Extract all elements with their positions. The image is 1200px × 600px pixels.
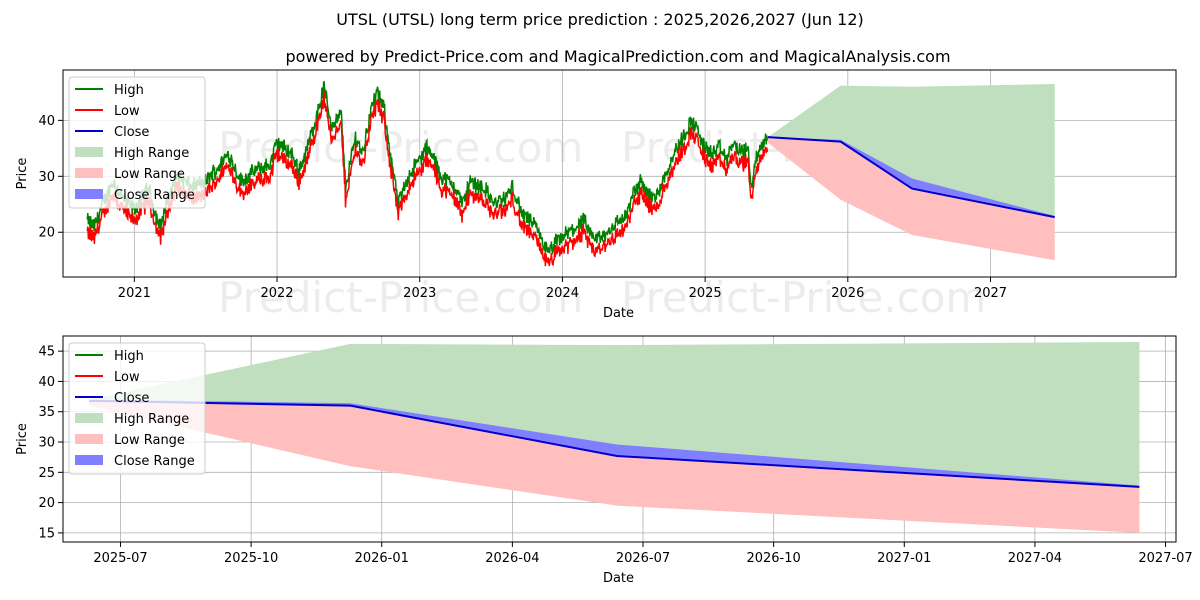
legend-label: Close <box>114 391 149 406</box>
x-tick-label: 2023 <box>403 286 436 301</box>
legend-patch-swatch <box>75 413 103 423</box>
x-axis-label: Date <box>603 306 634 321</box>
x-tick-label: 2025 <box>689 286 722 301</box>
x-tick-label: 2027-04 <box>1008 551 1062 566</box>
close-range-area <box>89 399 1140 487</box>
x-tick-label: 2026-01 <box>355 551 409 566</box>
plot-frame <box>62 335 1177 543</box>
legend-patch-swatch <box>75 455 103 465</box>
y-tick-label: 30 <box>38 170 55 185</box>
legend-label: Low Range <box>114 433 185 448</box>
chart-title: UTSL (UTSL) long term price prediction :… <box>336 10 864 29</box>
legend-label: Close <box>114 125 149 140</box>
legend-label: Close Range <box>114 188 195 203</box>
x-tick-label: 2026-04 <box>485 551 539 566</box>
y-tick-label: 40 <box>38 375 55 390</box>
y-tick-label: 30 <box>38 436 55 451</box>
legend-patch-swatch <box>75 147 103 157</box>
legend-patch-swatch <box>75 189 103 199</box>
y-tick-label: 40 <box>38 114 55 129</box>
x-tick-label: 2026-07 <box>616 551 670 566</box>
x-tick-label: 2026-10 <box>746 551 800 566</box>
low-range-area <box>89 400 1140 533</box>
legend-patch-swatch <box>75 168 103 178</box>
x-axis-label: Date <box>603 571 634 586</box>
legend-label: High <box>114 349 144 364</box>
close-series-line <box>89 399 1140 488</box>
legend-label: High Range <box>114 412 189 427</box>
legend-label: High <box>114 83 144 98</box>
close-series-line <box>767 136 1055 219</box>
x-tick-label: 2027 <box>974 286 1007 301</box>
x-tick-label: 2024 <box>546 286 579 301</box>
watermark-text: Predict-Price.com <box>218 273 583 322</box>
x-tick-label: 2025-07 <box>93 551 147 566</box>
legend-label: High Range <box>114 146 189 161</box>
y-tick-label: 25 <box>38 466 55 481</box>
legend-patch-swatch <box>75 434 103 444</box>
watermark-text: Predict-Price.com <box>621 273 986 322</box>
high-range-area <box>767 83 1055 218</box>
x-tick-label: 2027-07 <box>1138 551 1192 566</box>
legend-label: Close Range <box>114 454 195 469</box>
legend-label: Low Range <box>114 167 185 182</box>
plot-frame <box>62 69 1177 278</box>
x-tick-label: 2026 <box>831 286 864 301</box>
y-tick-label: 35 <box>38 405 55 420</box>
y-axis-label: Price <box>15 423 30 455</box>
y-tick-label: 20 <box>38 496 55 511</box>
high-range-area <box>89 342 1140 487</box>
x-tick-label: 2025-10 <box>224 551 278 566</box>
bottom-panel: Predict-Price.comPredict-Price.com2025-0… <box>15 335 1193 586</box>
legend-label: Low <box>114 104 140 119</box>
x-tick-label: 2027-01 <box>877 551 931 566</box>
y-tick-label: 15 <box>38 526 55 541</box>
close-range-area <box>767 137 1055 218</box>
x-tick-label: 2022 <box>260 286 293 301</box>
y-tick-label: 20 <box>38 226 55 241</box>
y-axis-label: Price <box>15 158 30 190</box>
x-tick-label: 2021 <box>118 286 151 301</box>
low-range-area <box>767 137 1055 261</box>
y-tick-label: 45 <box>38 345 55 360</box>
legend-label: Low <box>114 370 140 385</box>
chart-subtitle: powered by Predict-Price.com and Magical… <box>285 47 950 66</box>
